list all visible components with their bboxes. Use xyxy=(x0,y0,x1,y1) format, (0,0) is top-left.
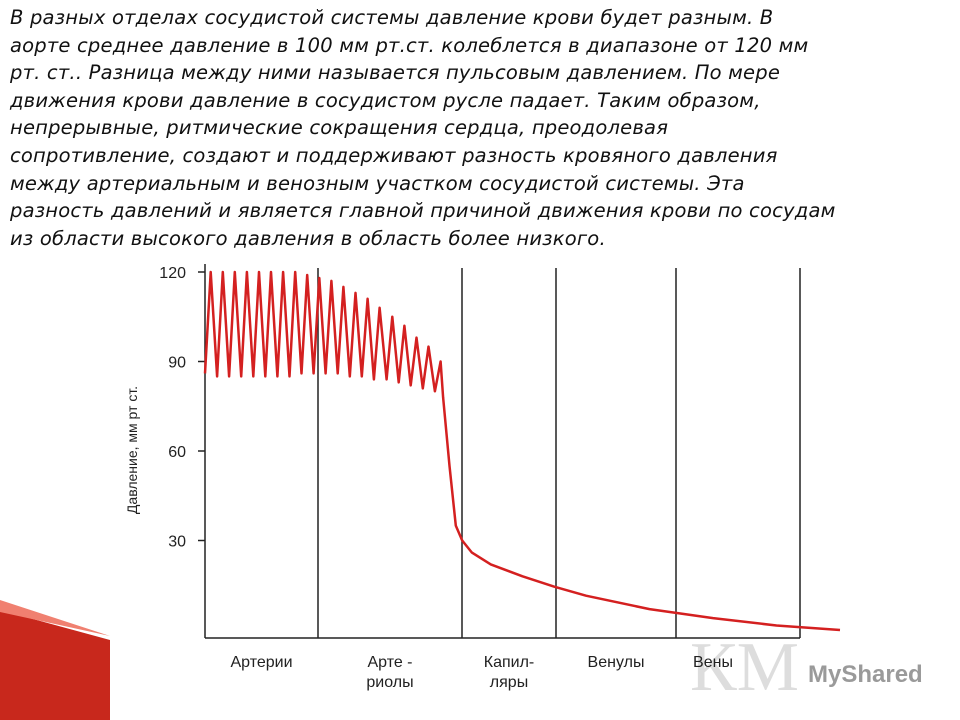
text-line: непрерывные, ритмические сокращения серд… xyxy=(10,116,669,140)
text-line: движения крови давление в сосудистом рус… xyxy=(10,88,761,112)
x-category-label: риолы xyxy=(366,674,413,691)
text-line: сопротивление, создают и поддерживают ра… xyxy=(10,143,778,167)
text-line: аорте среднее давление в 100 мм рт.ст. к… xyxy=(10,33,809,57)
watermark: MyShared xyxy=(808,661,923,688)
text-line: разность давлений и является главной при… xyxy=(10,199,836,223)
paragraph: В разных отделах сосудистой системы давл… xyxy=(10,4,955,252)
y-axis-label: Давление, мм рт ст. xyxy=(124,386,140,514)
watermark-logo: КМ xyxy=(690,629,799,706)
x-category-label: Вены xyxy=(693,654,733,671)
y-tick-label: 60 xyxy=(168,444,186,461)
y-tick-label: 30 xyxy=(168,534,186,551)
text-line: В разных отделах сосудистой системы давл… xyxy=(10,6,774,29)
data-line xyxy=(203,270,841,632)
x-category-label: Капил- xyxy=(484,654,534,671)
y-tick-label: 120 xyxy=(159,265,186,282)
decoration xyxy=(0,610,110,720)
y-tick-label: 90 xyxy=(168,355,186,372)
x-category-label: ляры xyxy=(490,674,528,691)
text-line: из области высокого давления в область б… xyxy=(10,226,606,250)
text-line: между артериальным и венозным участком с… xyxy=(10,171,745,195)
decoration xyxy=(0,600,110,636)
x-category-label: Арте - xyxy=(367,654,412,671)
x-category-label: Венулы xyxy=(588,654,645,671)
text-line: рт. ст.. Разница между ними называется п… xyxy=(10,61,781,85)
x-category-label: Артерии xyxy=(230,654,292,671)
